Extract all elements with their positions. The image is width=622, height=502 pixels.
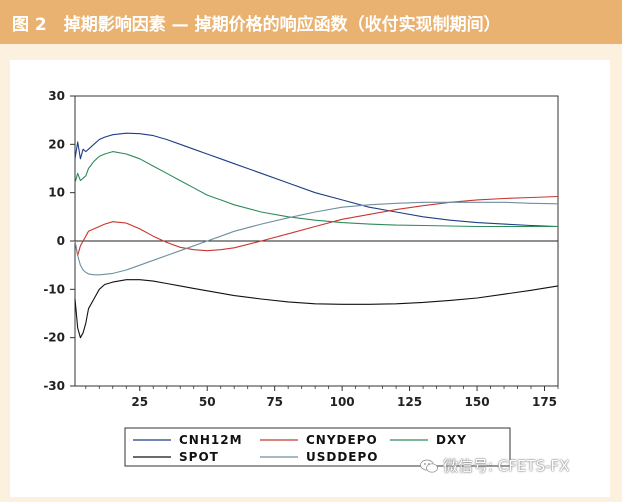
legend-label: DXY — [436, 433, 467, 447]
series-line-cnydepo — [74, 195, 559, 257]
chart-area: 30 20 10 0 -10 -20 -30 25 50 75 100 125 150 175 CNH12M… — [0, 44, 622, 497]
y-tick-label: -10 — [43, 282, 65, 296]
chart-panel — [10, 60, 610, 497]
legend-label: USDDEPO — [306, 450, 379, 464]
watermark: 微信号: CFETS-FX — [420, 455, 569, 476]
y-tick-label: 10 — [48, 186, 65, 200]
x-tick-label: 175 — [532, 395, 557, 409]
series-line-usddepo — [74, 201, 559, 276]
legend-label: SPOT — [179, 450, 219, 464]
title-bar: 图 2 掉期影响因素 — 掉期价格的响应函数（收付实现制期间） — [0, 0, 622, 44]
y-tick-label: 20 — [48, 137, 65, 151]
x-tick-label: 100 — [330, 395, 355, 409]
legend-label: CNH12M — [179, 433, 243, 447]
legend-box — [124, 427, 511, 467]
series-line-cnh12m — [74, 132, 559, 228]
wechat-icon — [420, 459, 438, 473]
series-line-dxy — [74, 151, 558, 228]
chart-title: 图 2 掉期影响因素 — 掉期价格的响应函数（收付实现制期间） — [12, 15, 501, 35]
legend-label: CNYDEPO — [306, 433, 378, 447]
y-tick-label: 0 — [57, 234, 65, 248]
x-tick-label: 150 — [465, 395, 490, 409]
series-line-spot — [74, 279, 559, 339]
y-tick-label: -20 — [43, 331, 65, 345]
y-tick-label: -30 — [43, 379, 65, 393]
watermark-text: 微信号: CFETS-FX — [443, 457, 570, 475]
y-tick-label: 30 — [48, 89, 65, 103]
x-tick-label: 75 — [266, 395, 283, 409]
x-tick-label: 125 — [397, 395, 422, 409]
x-tick-label: 25 — [131, 395, 148, 409]
x-tick-label: 50 — [199, 395, 216, 409]
